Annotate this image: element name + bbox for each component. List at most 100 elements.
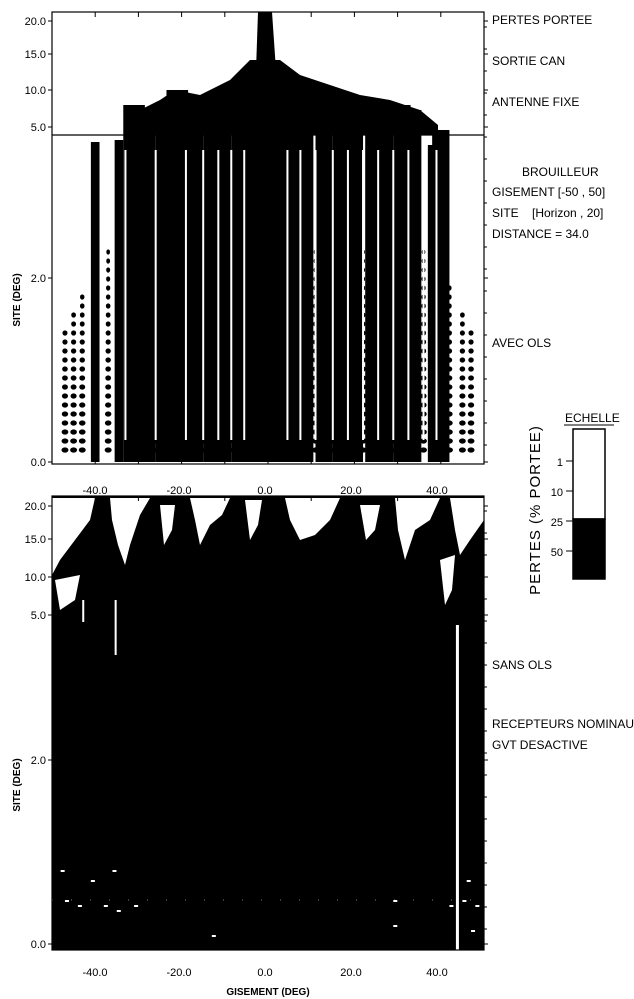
loss-dot — [373, 276, 379, 282]
loss-dot — [404, 249, 409, 255]
loss-dot — [255, 447, 263, 453]
loss-dot — [62, 330, 68, 336]
annot-sans-ols: SANS OLS — [492, 658, 552, 672]
clear-patch — [52, 498, 95, 575]
top-ylabel: SITE (DEG) — [12, 273, 23, 326]
gap-line — [286, 150, 289, 440]
loss-dot — [273, 438, 281, 444]
loss-dot — [216, 447, 224, 453]
loss-dot — [62, 375, 68, 381]
loss-dot — [274, 258, 279, 264]
loss-dot — [79, 411, 86, 417]
loss-dot — [256, 357, 263, 363]
loss-dot — [61, 393, 69, 399]
loss-dot — [61, 429, 69, 435]
loss-dot — [140, 321, 146, 327]
loss-dot — [106, 276, 111, 282]
loss-dot — [257, 249, 262, 255]
loss-dot — [61, 447, 69, 453]
loss-dot — [256, 366, 263, 372]
loss-dot — [459, 420, 466, 426]
bottom-xtick-40: 40.0 — [426, 967, 447, 979]
loss-dot — [300, 294, 305, 300]
loss-dot — [79, 366, 86, 372]
loss-dot — [374, 258, 378, 264]
loss-dot — [140, 267, 145, 273]
loss-dot — [139, 366, 146, 372]
loss-dot — [70, 447, 78, 453]
loss-dot — [140, 276, 145, 282]
loss-band — [315, 100, 333, 462]
clear-dot — [211, 935, 216, 937]
loss-dot — [70, 357, 77, 363]
bottom-xlabel: GISEMENT (DEG) — [226, 987, 309, 998]
loss-dot — [139, 384, 146, 390]
loss-dot — [256, 348, 263, 354]
clear-dot — [90, 880, 95, 882]
loss-dot — [71, 330, 77, 336]
annot-gvt-desactive: GVT DESACTIVE — [492, 738, 588, 752]
loss-dot — [106, 267, 111, 273]
loss-dot — [105, 402, 112, 408]
loss-dot — [445, 447, 453, 453]
bottom-ytick-5: 5.0 — [31, 610, 46, 622]
top-xtick-40: 40.0 — [426, 485, 447, 497]
loss-dot — [80, 294, 85, 300]
loss-dot — [105, 294, 111, 300]
annot-gisement-range: GISEMENT [-50 , 50] — [492, 185, 605, 199]
loss-dot — [389, 447, 397, 453]
loss-dot — [446, 384, 453, 390]
loss-dot — [79, 402, 86, 408]
loss-dot — [256, 393, 263, 399]
loss-dot — [139, 447, 147, 453]
gap-line — [100, 150, 103, 440]
loss-dot — [459, 366, 466, 372]
clear-streak — [82, 600, 85, 622]
loss-dot — [218, 258, 223, 264]
loss-dot — [105, 303, 111, 309]
loss-dot — [373, 294, 379, 300]
loss-dot — [79, 384, 86, 390]
loss-band — [185, 100, 204, 462]
clear-dot — [112, 870, 117, 872]
loss-dot — [343, 303, 349, 309]
loss-dot — [374, 267, 378, 273]
top-ytick-5: 5.0 — [31, 122, 46, 134]
clear-dot — [466, 880, 471, 882]
loss-dot — [300, 276, 305, 282]
loss-dot — [446, 339, 453, 345]
loss-dot — [78, 447, 86, 453]
clear-dot — [103, 905, 108, 907]
loss-dot — [139, 411, 146, 417]
loss-dot — [199, 447, 207, 453]
gap-line — [124, 150, 127, 440]
loss-dot — [372, 447, 380, 453]
top-xtick-m40: -40.0 — [82, 485, 107, 497]
loss-dot — [152, 447, 160, 453]
gap-line — [331, 150, 334, 440]
loss-band — [393, 105, 411, 462]
loss-dot — [79, 393, 86, 399]
loss-dot — [104, 429, 112, 435]
loss-dot — [79, 357, 85, 363]
loss-dot — [402, 447, 410, 453]
bottom-ytick-0: 0.0 — [31, 939, 46, 951]
loss-dot — [447, 285, 452, 291]
loss-dot — [140, 303, 146, 309]
loss-dot — [104, 447, 112, 453]
gap-line — [435, 150, 438, 440]
loss-dot — [287, 258, 292, 264]
loss-dot — [287, 303, 292, 309]
upper-envelope — [140, 60, 438, 135]
loss-dot — [274, 294, 279, 300]
scale-bar-low — [572, 428, 606, 520]
loss-dot — [420, 447, 428, 453]
loss-dot — [79, 321, 85, 327]
loss-dot — [300, 285, 305, 291]
clear-patch — [440, 555, 455, 605]
loss-dot — [256, 321, 262, 327]
bottom-ylabel: SITE (DEG) — [12, 758, 23, 811]
loss-dot — [343, 258, 348, 264]
loss-dot — [300, 267, 305, 273]
